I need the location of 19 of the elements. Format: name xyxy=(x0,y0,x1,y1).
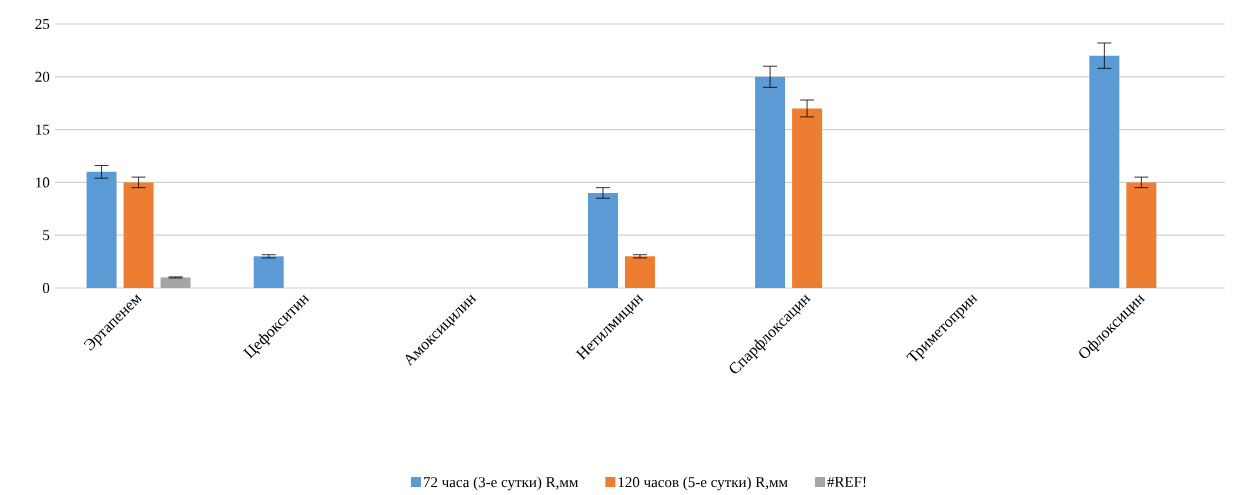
bar xyxy=(587,192,618,288)
legend-label: 120 часов (5-е сутки) R,мм xyxy=(618,476,788,491)
y-tick-label: 20 xyxy=(35,71,50,82)
bar xyxy=(755,76,786,288)
y-tick-label: 5 xyxy=(43,230,50,241)
bar xyxy=(86,171,117,288)
legend-label: #REF! xyxy=(827,476,866,487)
y-tick-label: 0 xyxy=(42,282,50,294)
bar xyxy=(160,277,191,288)
bar xyxy=(624,256,655,288)
bar xyxy=(792,108,823,288)
y-tick-label: 25 xyxy=(35,18,50,30)
bar xyxy=(253,256,284,288)
y-tick-label: 15 xyxy=(36,124,50,135)
y-tick-label: 10 xyxy=(36,177,50,188)
legend-label: 72 часа (3-е сутки) R,мм xyxy=(423,476,579,491)
bar xyxy=(123,182,154,288)
bar xyxy=(1089,55,1120,288)
bar xyxy=(1126,182,1157,288)
